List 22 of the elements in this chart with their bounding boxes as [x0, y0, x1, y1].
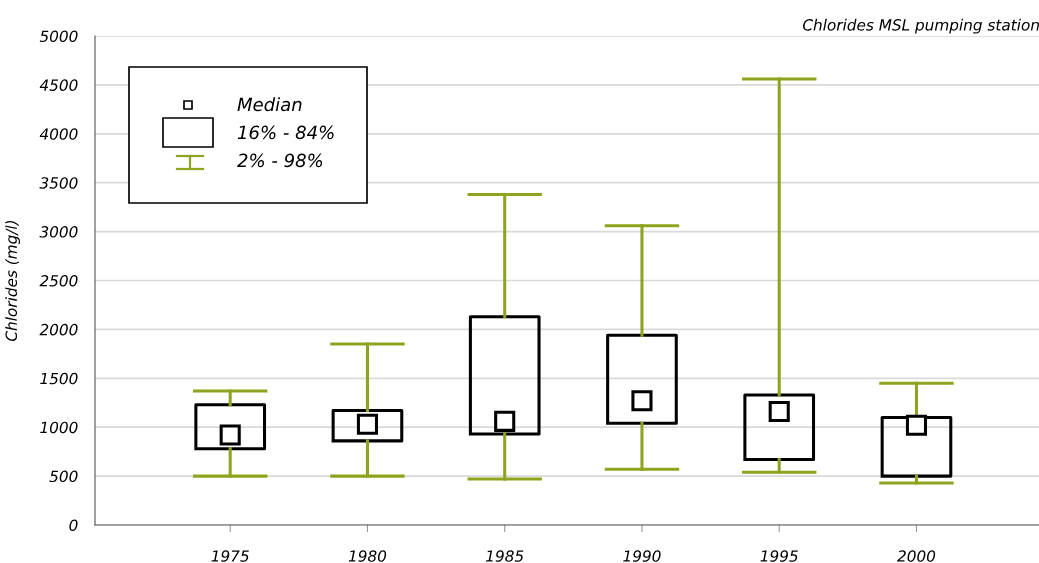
x-tick-label: 1995 — [760, 550, 798, 562]
chart-title: Chlorides MSL pumping station — [802, 18, 1039, 34]
x-tick-label: 1990 — [623, 550, 661, 562]
annotation: 2% - 98% — [237, 153, 323, 168]
y-tick-label: 2500 — [39, 274, 78, 287]
y-tick-label: 4000 — [39, 128, 78, 140]
y-tick-label: 5000 — [39, 30, 78, 43]
y-tick-label: 3500 — [39, 177, 78, 189]
y-tick-label: 4500 — [39, 79, 78, 91]
y-tick-label: 3000 — [39, 226, 78, 238]
y-tick-label: 500 — [49, 470, 78, 483]
x-tick-label: 1985 — [486, 550, 524, 562]
y-tick-label: 1500 — [40, 372, 78, 385]
x-tick-label: 1975 — [211, 550, 249, 562]
x-tick-label: 2000 — [897, 550, 936, 562]
annotation: Median — [237, 97, 302, 112]
x-tick-label: 1980 — [348, 550, 387, 562]
y-axis-title: Chlorides (mg/l) — [5, 220, 21, 341]
y-tick-label: 2000 — [39, 323, 78, 336]
annotation: 16% - 84% — [237, 125, 334, 140]
y-tick-label: 0 — [69, 519, 78, 532]
y-tick-label: 1000 — [40, 421, 78, 434]
